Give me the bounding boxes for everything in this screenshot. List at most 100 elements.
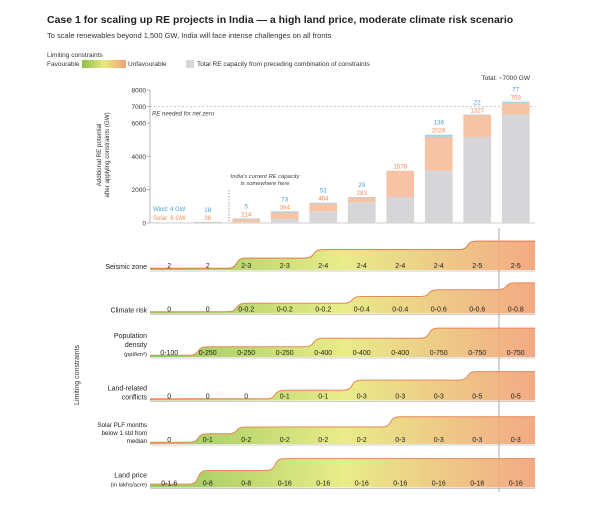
constraint-value: 0-0.2 (315, 307, 331, 314)
wind-bar (463, 114, 492, 116)
constraint-label: median (127, 438, 148, 445)
chart-title: Case 1 for scaling up RE projects in Ind… (47, 14, 514, 26)
wind-value-label: 136 (434, 120, 445, 127)
solar-bar (386, 170, 415, 198)
y-tick-label: 6000 (132, 121, 147, 128)
constraint-value: 0 (206, 394, 210, 401)
constraint-value: 2-4 (318, 263, 328, 270)
constraint-line (150, 282, 535, 313)
constraint-label: Land price (114, 473, 147, 480)
solar-bar (347, 197, 376, 203)
solar-bar (463, 114, 492, 137)
wind-bar (347, 197, 376, 198)
wind-bar (232, 218, 261, 220)
constraint-value: 0-750 (468, 350, 486, 357)
constraint-value: 0-0.2 (277, 307, 293, 314)
constraint-value: 0-0.6 (469, 307, 485, 314)
wind-value-label: 73 (281, 196, 288, 203)
constraint-value: 0-250 (199, 350, 217, 357)
constraint-value: 0-16 (355, 481, 369, 488)
constraint-value: 0-0.6 (431, 307, 447, 314)
constraint-line (150, 371, 535, 400)
constraint-area (150, 416, 535, 444)
constraint-label: Climate risk (110, 308, 147, 315)
solar-value-label: 1578 (393, 164, 407, 171)
current-solar-label: Solar: 6 GW (153, 216, 186, 222)
constraint-value: 0-16 (316, 481, 330, 488)
constraint-value: 0-3 (511, 437, 521, 444)
constraint-value: 0-16 (432, 481, 446, 488)
total-annotation: Total: ~7000 GW (481, 75, 530, 82)
constraint-value: 0-3 (434, 437, 444, 444)
solar-value-label: 384 (280, 204, 291, 211)
constraint-value: 0-1.6 (161, 481, 177, 488)
legend-gradient-swatch (82, 60, 126, 68)
constraint-value: 0-400 (314, 350, 332, 357)
constraint-value: 0-0.4 (392, 307, 408, 314)
constraint-value: 0-750 (430, 350, 448, 357)
legend-favourable-label: Favourable (47, 61, 80, 68)
constraint-value: 0 (244, 394, 248, 401)
solar-value-label: 464 (318, 196, 329, 203)
wind-value-label: 22 (474, 100, 481, 107)
y-tick-label: 0 (142, 221, 146, 228)
constraint-value: 0 (167, 307, 171, 314)
constraint-value: 0-2 (318, 437, 328, 444)
wind-bar (193, 221, 222, 223)
wind-bar (501, 101, 530, 103)
constraint-label: (ppl/km²) (124, 352, 147, 358)
constraint-value: 0-16 (393, 481, 407, 488)
y-tick-label: 4000 (132, 154, 147, 161)
constraint-label: Land-related (108, 386, 147, 393)
solar-bar (232, 218, 261, 223)
constraint-value: 0-0.4 (354, 307, 370, 314)
solar-bar (270, 212, 299, 219)
wind-value-label: 5 (245, 203, 249, 210)
total-bar (309, 211, 338, 223)
constraint-label: density (125, 342, 148, 349)
legend-unfavourable-label: Unfavourable (128, 61, 167, 68)
constraint-label: Seismic zone (105, 264, 147, 271)
constraint-value: 0-16 (470, 481, 484, 488)
y-tick-label: 8000 (132, 88, 147, 95)
constraint-area (150, 328, 535, 357)
total-bar (501, 114, 530, 223)
constraint-value: 2-4 (395, 263, 405, 270)
constraint-value: 0-3 (395, 394, 405, 401)
constraint-area (150, 458, 535, 488)
constraint-value: 0-750 (507, 350, 525, 357)
constraint-value: 0-0.8 (508, 307, 524, 314)
constraint-value: 0-1 (318, 394, 328, 401)
constraint-value: 2-3 (241, 263, 251, 270)
constraint-value: 0-2 (280, 437, 290, 444)
constraint-value: 0-250 (237, 350, 255, 357)
y-axis-label: Additional RE potentialafter applying co… (96, 112, 111, 197)
solar-bar (501, 102, 530, 115)
solar-value-label: 214 (241, 211, 252, 218)
constraint-value: 0-3 (395, 437, 405, 444)
constraint-value: 0 (206, 307, 210, 314)
constraint-value: 0-250 (276, 350, 294, 357)
constraint-value: 0-1 (280, 394, 290, 401)
constraint-value: 2-4 (434, 263, 444, 270)
constraint-value: 2-5 (472, 263, 482, 270)
wind-bar (309, 202, 338, 204)
constraint-area (150, 371, 535, 401)
total-bar (424, 170, 453, 223)
constraint-value: 0-5 (472, 394, 482, 401)
constraint-value: 0 (167, 437, 171, 444)
total-bar (232, 222, 261, 223)
constraint-value: 0-0.2 (238, 307, 254, 314)
total-bar (347, 202, 376, 223)
total-bar (463, 136, 492, 223)
wind-value-label: 77 (512, 87, 519, 94)
solar-value-label: 2026 (432, 128, 446, 135)
constraint-area (150, 282, 535, 314)
total-bar (270, 218, 299, 223)
solar-value-label: 703 (511, 95, 522, 102)
current-capacity-note: India's current RE capacity (231, 174, 301, 180)
solar-value-label: 36 (204, 215, 211, 222)
wind-value-label: 29 (358, 182, 365, 189)
constraint-value: 0-2 (241, 437, 251, 444)
